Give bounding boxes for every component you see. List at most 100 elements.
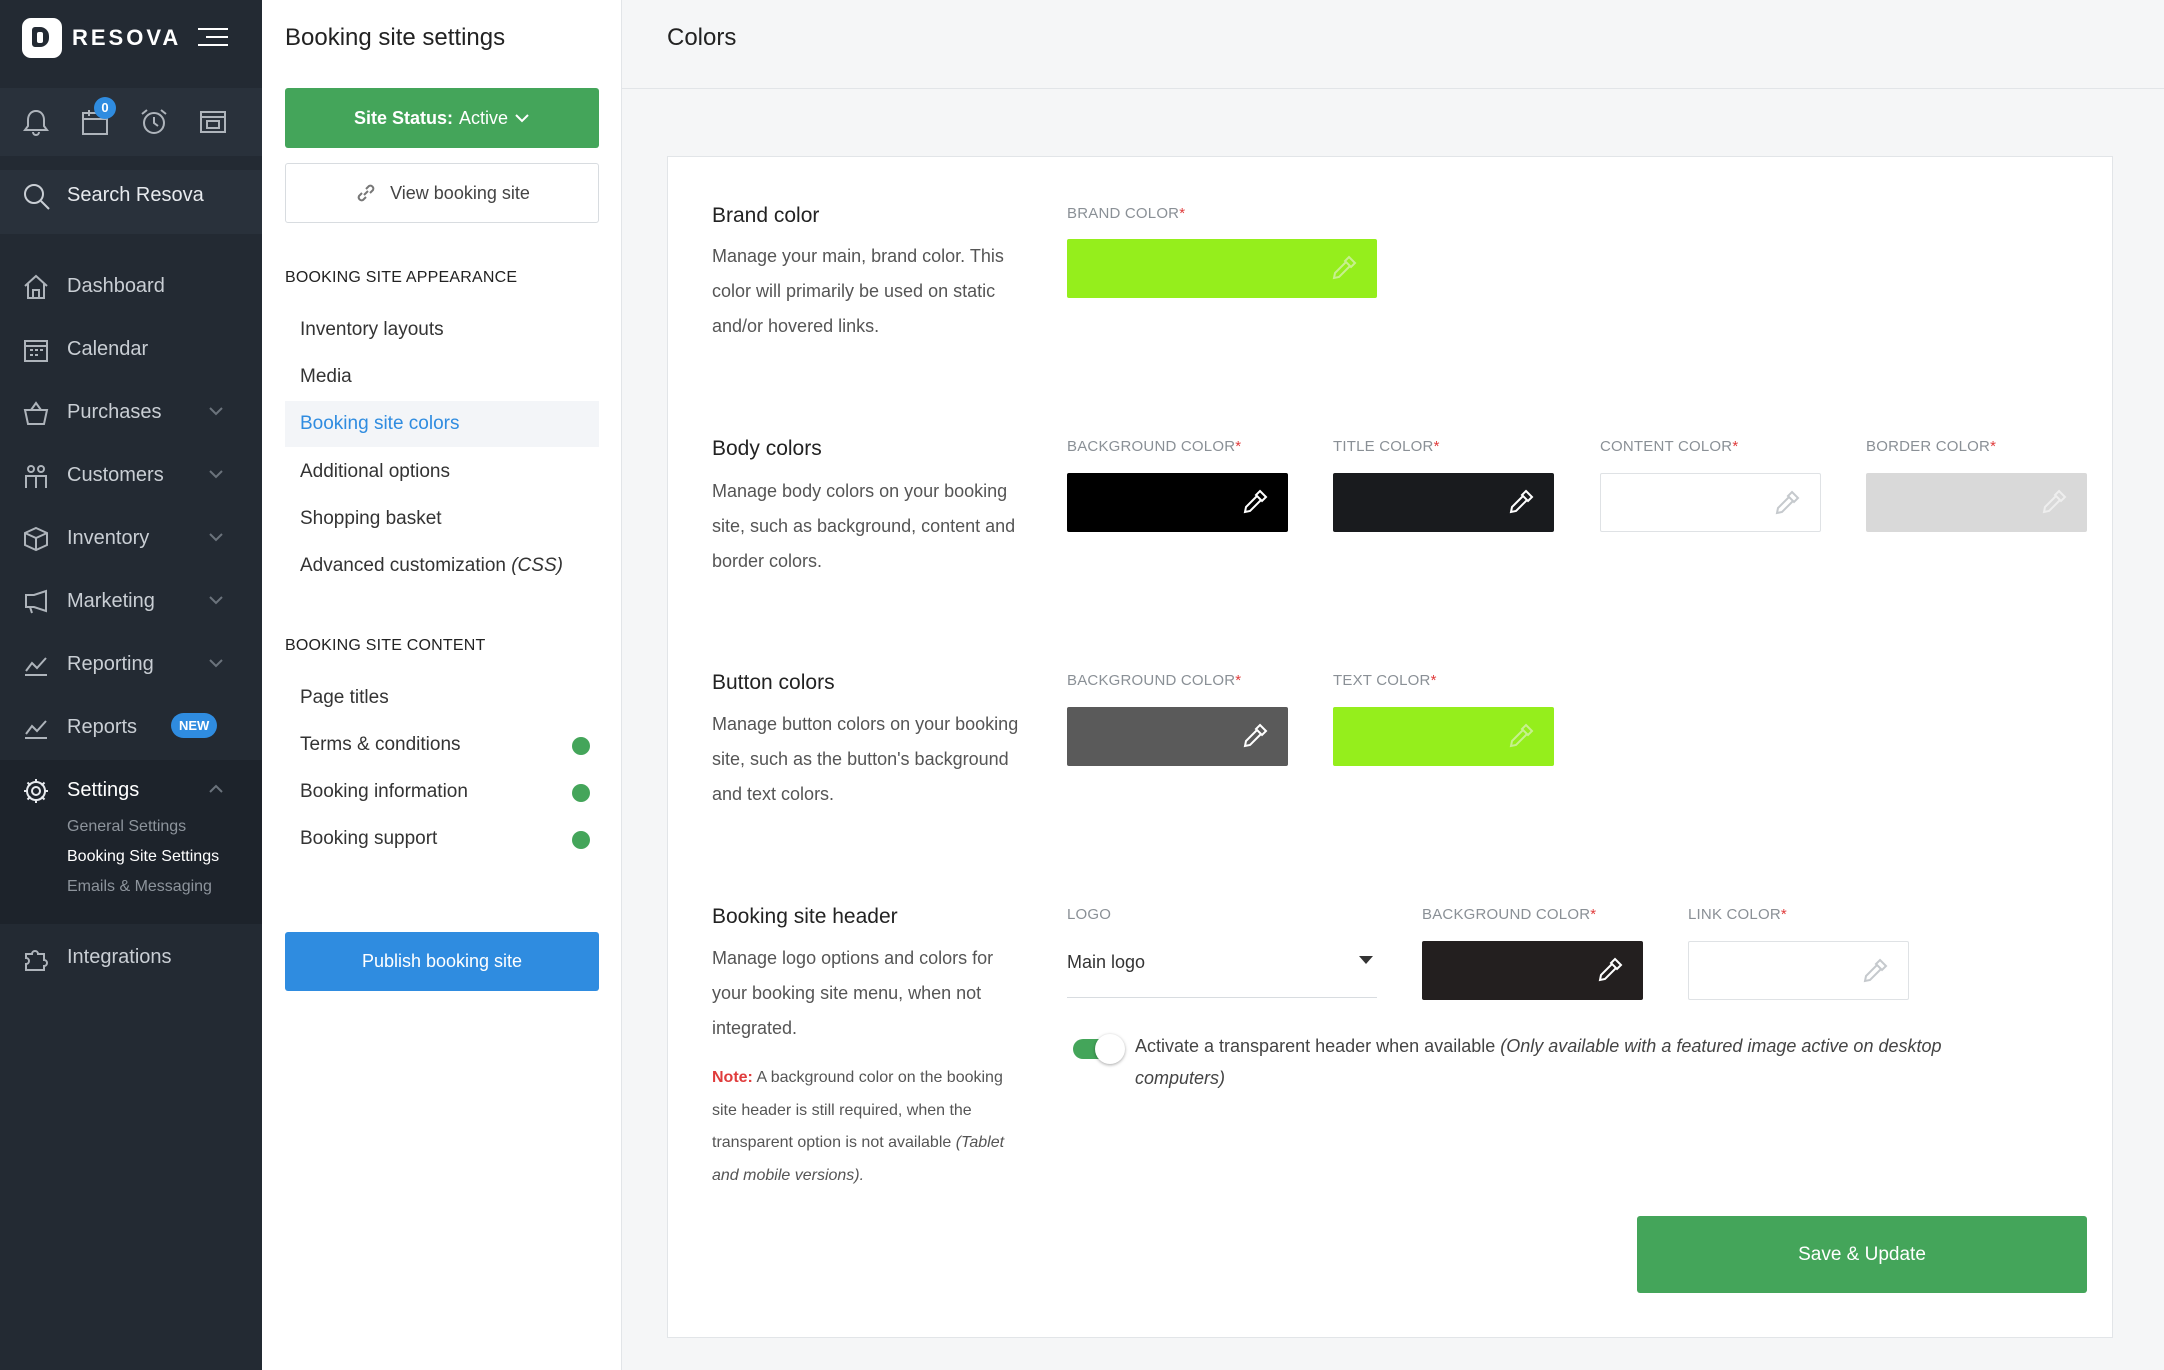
eyedropper-icon: [1509, 489, 1534, 514]
logo-select[interactable]: Main logo: [1067, 942, 1377, 998]
nav-dashboard[interactable]: Dashboard: [0, 260, 262, 314]
calendar-icon: [22, 336, 50, 364]
status-dot: [572, 784, 590, 802]
basket-icon: [22, 399, 50, 427]
search-bar[interactable]: [0, 170, 262, 234]
nav-customers[interactable]: Customers: [0, 449, 262, 503]
chevron-down-icon: [209, 407, 223, 416]
body-background-label: BACKGROUND COLOR*: [1067, 438, 1242, 455]
status-prefix: Site Status:: [353, 107, 453, 128]
button-text-label: TEXT COLOR*: [1333, 672, 1437, 689]
header-title: Booking site header: [712, 905, 898, 928]
status-value: Active: [459, 107, 509, 128]
logo-label: LOGO: [1067, 906, 1112, 923]
eyedropper-icon: [1598, 957, 1623, 982]
menu-inventory-layouts[interactable]: Inventory layouts: [300, 319, 444, 340]
eyedropper-icon: [1332, 255, 1357, 280]
nav-label: Calendar: [67, 338, 149, 360]
transparent-header-toggle[interactable]: [1073, 1034, 1125, 1064]
menu-label: Page titles: [300, 687, 389, 708]
home-icon: [22, 273, 50, 301]
menu-advanced-customization[interactable]: Advanced customization (CSS): [285, 543, 599, 589]
new-badge: NEW: [171, 713, 218, 738]
publish-booking-site-button[interactable]: Publish booking site: [285, 932, 599, 991]
body-content-label: CONTENT COLOR*: [1600, 438, 1739, 455]
body-content-picker[interactable]: [1600, 473, 1821, 532]
main-topbar: [622, 0, 2164, 89]
chart-icon: [22, 714, 50, 742]
main-sidebar: RESOVA 0 Search Resova Dashboard Calenda…: [0, 0, 262, 1370]
search-icon: [22, 182, 52, 212]
header-link-picker[interactable]: [1688, 941, 1909, 1000]
menu-toggle-icon[interactable]: [198, 28, 228, 48]
header-desc: Manage logo options and colors for your …: [712, 948, 994, 1038]
nav-settings[interactable]: Settings: [0, 764, 262, 818]
puzzle-icon: [22, 944, 50, 972]
sub-general-settings[interactable]: General Settings: [67, 818, 187, 835]
eyedropper-icon: [1243, 489, 1268, 514]
alarm-clock-icon[interactable]: [138, 106, 170, 138]
status-dot: [572, 831, 590, 849]
menu-booking-support[interactable]: Booking support: [285, 816, 599, 862]
menu-additional-options[interactable]: Additional options: [300, 461, 450, 482]
button-text-picker[interactable]: [1333, 707, 1554, 766]
body-background-picker[interactable]: [1067, 473, 1288, 532]
nav-calendar[interactable]: Calendar: [0, 323, 262, 377]
body-colors-desc: Manage body colors on your booking site,…: [712, 481, 1016, 571]
site-status-button[interactable]: Site Status: Active: [285, 88, 599, 148]
box-icon: [22, 525, 50, 553]
search-label[interactable]: Search Resova: [67, 184, 204, 206]
save-update-button[interactable]: Save & Update: [1637, 1216, 2087, 1293]
bell-icon[interactable]: [20, 106, 52, 138]
brand-color-label: BRAND COLOR*: [1067, 205, 1186, 222]
brand-color-desc: Manage your main, brand color. This colo…: [712, 246, 1004, 336]
brand-name: RESOVA: [72, 25, 182, 50]
nav-inventory[interactable]: Inventory: [0, 512, 262, 566]
nav-marketing[interactable]: Marketing: [0, 575, 262, 629]
nav-integrations[interactable]: Integrations: [0, 931, 262, 985]
nav-reports[interactable]: Reports NEW: [0, 701, 262, 755]
nav-label: Purchases: [67, 401, 162, 423]
nav-reporting[interactable]: Reporting: [0, 638, 262, 692]
menu-terms-conditions[interactable]: Terms & conditions: [285, 722, 599, 768]
chevron-up-icon: [209, 784, 223, 793]
window-icon[interactable]: [197, 106, 229, 138]
header-background-label: BACKGROUND COLOR*: [1422, 906, 1597, 923]
view-site-label: View booking site: [390, 182, 530, 203]
eyedropper-icon: [1775, 490, 1800, 515]
resova-logo: [22, 18, 62, 58]
body-border-label: BORDER COLOR*: [1866, 438, 1997, 455]
toggle-italic: (Only available with a featured image ac…: [1135, 1036, 1942, 1088]
sub-booking-site-settings[interactable]: Booking Site Settings: [67, 848, 220, 865]
nav-label: Customers: [67, 464, 164, 486]
nav-purchases[interactable]: Purchases: [0, 386, 262, 440]
eyedropper-icon: [1509, 723, 1534, 748]
caret-down-icon: [1359, 956, 1373, 964]
sub-emails-messaging[interactable]: Emails & Messaging: [67, 878, 212, 895]
button-background-picker[interactable]: [1067, 707, 1288, 766]
body-border-picker[interactable]: [1866, 473, 2087, 532]
brand[interactable]: RESOVA: [22, 18, 181, 58]
menu-page-titles[interactable]: Page titles: [285, 675, 599, 721]
menu-shopping-basket[interactable]: Shopping basket: [300, 508, 442, 529]
chevron-down-icon: [209, 596, 223, 605]
body-title-picker[interactable]: [1333, 473, 1554, 532]
menu-booking-site-colors[interactable]: Booking site colors: [285, 401, 599, 447]
menu-label: Terms & conditions: [300, 734, 461, 755]
appearance-heading: BOOKING SITE APPEARANCE: [285, 269, 518, 286]
menu-label: Booking support: [300, 828, 438, 849]
menu-media[interactable]: Media: [300, 366, 352, 387]
page-title: Colors: [667, 24, 737, 51]
brand-color-picker[interactable]: [1067, 239, 1377, 298]
link-icon: [357, 184, 375, 202]
button-colors-desc: Manage button colors on your booking sit…: [712, 714, 1019, 804]
header-background-picker[interactable]: [1422, 941, 1643, 1000]
advanced-label: Advanced customization: [300, 555, 506, 576]
nav-label: Integrations: [67, 946, 172, 968]
button-colors-title: Button colors: [712, 671, 835, 694]
menu-booking-information[interactable]: Booking information: [285, 769, 599, 815]
gear-icon: [22, 777, 50, 805]
nav-label: Settings: [67, 779, 140, 801]
toggle-knob: [1095, 1034, 1125, 1064]
view-booking-site-button[interactable]: View booking site: [285, 163, 599, 223]
